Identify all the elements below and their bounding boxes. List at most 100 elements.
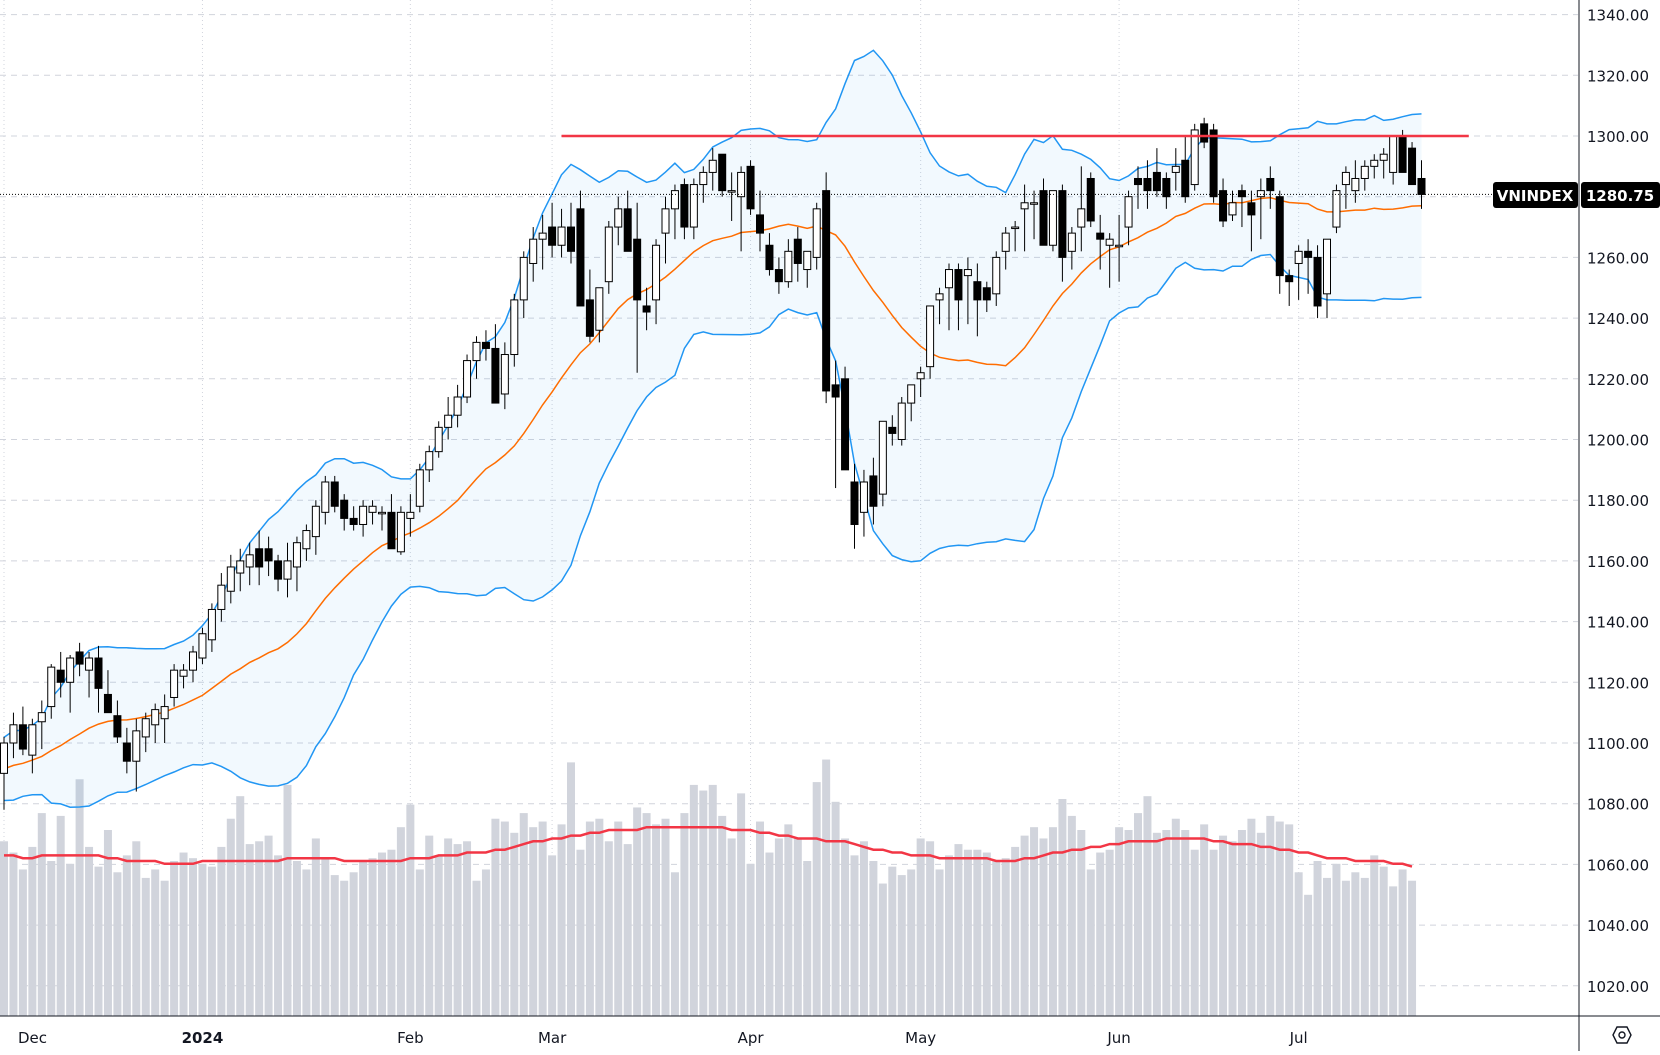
candle xyxy=(1039,178,1048,246)
volume-bar xyxy=(179,852,188,1016)
volume-bar xyxy=(283,784,292,1016)
volume-bar xyxy=(1105,849,1114,1016)
candle xyxy=(529,227,538,282)
candle xyxy=(878,420,887,507)
volume-bar xyxy=(812,782,821,1016)
price-tick-label: 1100.00 xyxy=(1587,735,1649,753)
candle xyxy=(680,178,689,240)
candle xyxy=(1266,166,1275,209)
volume-bar xyxy=(585,821,594,1016)
candle xyxy=(850,463,859,549)
volume-bar xyxy=(935,869,944,1016)
volume-bar xyxy=(907,869,916,1016)
hexagon-settings-icon[interactable] xyxy=(1612,1026,1632,1044)
volume-bar xyxy=(141,877,150,1016)
volume-bar xyxy=(1370,855,1379,1016)
candle xyxy=(1143,160,1152,209)
candle xyxy=(538,214,547,270)
candle xyxy=(1190,123,1199,191)
volume-bar xyxy=(47,861,56,1016)
volume-bar xyxy=(661,818,670,1016)
price-tick-label: 1140.00 xyxy=(1587,614,1649,632)
price-tick-label: 1300.00 xyxy=(1587,128,1649,146)
candle xyxy=(1237,184,1246,228)
candle xyxy=(1086,172,1095,228)
volume-bar xyxy=(56,815,65,1016)
candle xyxy=(812,202,821,270)
volume-bar xyxy=(529,827,538,1016)
volume-bar xyxy=(1389,886,1398,1016)
candle xyxy=(217,573,226,622)
candle xyxy=(1181,136,1190,203)
candle xyxy=(1247,190,1256,252)
candle xyxy=(28,718,37,774)
volume-bar xyxy=(841,838,850,1016)
candle xyxy=(718,153,727,197)
candle xyxy=(340,494,349,531)
volume-bar xyxy=(264,835,273,1016)
candle xyxy=(793,227,802,282)
candle xyxy=(292,536,301,592)
price-tick-label: 1260.00 xyxy=(1587,249,1649,267)
volume-bar xyxy=(1379,866,1388,1016)
volume-bar xyxy=(708,784,717,1016)
candle xyxy=(491,324,500,404)
volume-bar xyxy=(897,875,906,1016)
volume-bar xyxy=(992,861,1001,1016)
candle xyxy=(784,239,793,288)
volume-bar xyxy=(1351,872,1360,1016)
volume-bar xyxy=(368,858,377,1016)
volume-bar xyxy=(652,824,661,1016)
candle xyxy=(1379,148,1388,179)
price-tick-label: 1020.00 xyxy=(1587,978,1649,996)
candle xyxy=(207,603,216,652)
time-tick-label: 2024 xyxy=(182,1029,224,1047)
volume-bar xyxy=(396,827,405,1016)
candle xyxy=(548,202,557,258)
volume-bar xyxy=(1341,880,1350,1016)
candle xyxy=(378,506,386,531)
candle xyxy=(9,712,18,759)
volume-bar xyxy=(1247,818,1256,1016)
volume-bar xyxy=(1152,832,1161,1016)
candle xyxy=(916,366,925,398)
candle xyxy=(595,287,604,343)
volume-bar xyxy=(0,841,8,1016)
volume-bar xyxy=(113,872,122,1016)
volume-bar xyxy=(633,807,642,1016)
volume-bar xyxy=(1200,824,1209,1016)
candle xyxy=(434,421,443,458)
volume-bar xyxy=(765,852,774,1016)
time-axis[interactable]: Dec 2024 Feb Mar Apr May Jun Jul xyxy=(18,1029,1308,1047)
time-tick-label: Dec xyxy=(18,1029,47,1047)
candle xyxy=(859,469,868,537)
volume-bar xyxy=(1039,838,1048,1016)
candle xyxy=(264,536,273,577)
candle xyxy=(945,263,953,331)
volume-bar xyxy=(548,855,557,1016)
price-tick-label: 1060.00 xyxy=(1587,856,1649,874)
candle xyxy=(746,160,755,215)
volume-bar xyxy=(973,849,982,1016)
candles xyxy=(0,117,1426,810)
candle xyxy=(954,263,963,331)
price-axis[interactable]: 1340.001320.001300.001280.001260.001240.… xyxy=(1587,7,1649,996)
volume-ma-line xyxy=(4,825,1413,868)
volume-bar xyxy=(689,784,698,1016)
candle xyxy=(1058,184,1067,282)
candle xyxy=(756,190,764,252)
candle xyxy=(642,287,651,331)
candle xyxy=(18,706,27,756)
volume-bar xyxy=(1275,821,1284,1016)
candle xyxy=(670,184,679,240)
volume-bar xyxy=(28,846,37,1016)
candle xyxy=(519,251,528,319)
volume-bar xyxy=(1001,858,1010,1016)
candle xyxy=(1200,117,1209,149)
volume-bar xyxy=(1294,872,1303,1016)
volume-bar xyxy=(236,796,245,1016)
candle xyxy=(585,269,594,343)
volume-bar xyxy=(1115,827,1124,1016)
